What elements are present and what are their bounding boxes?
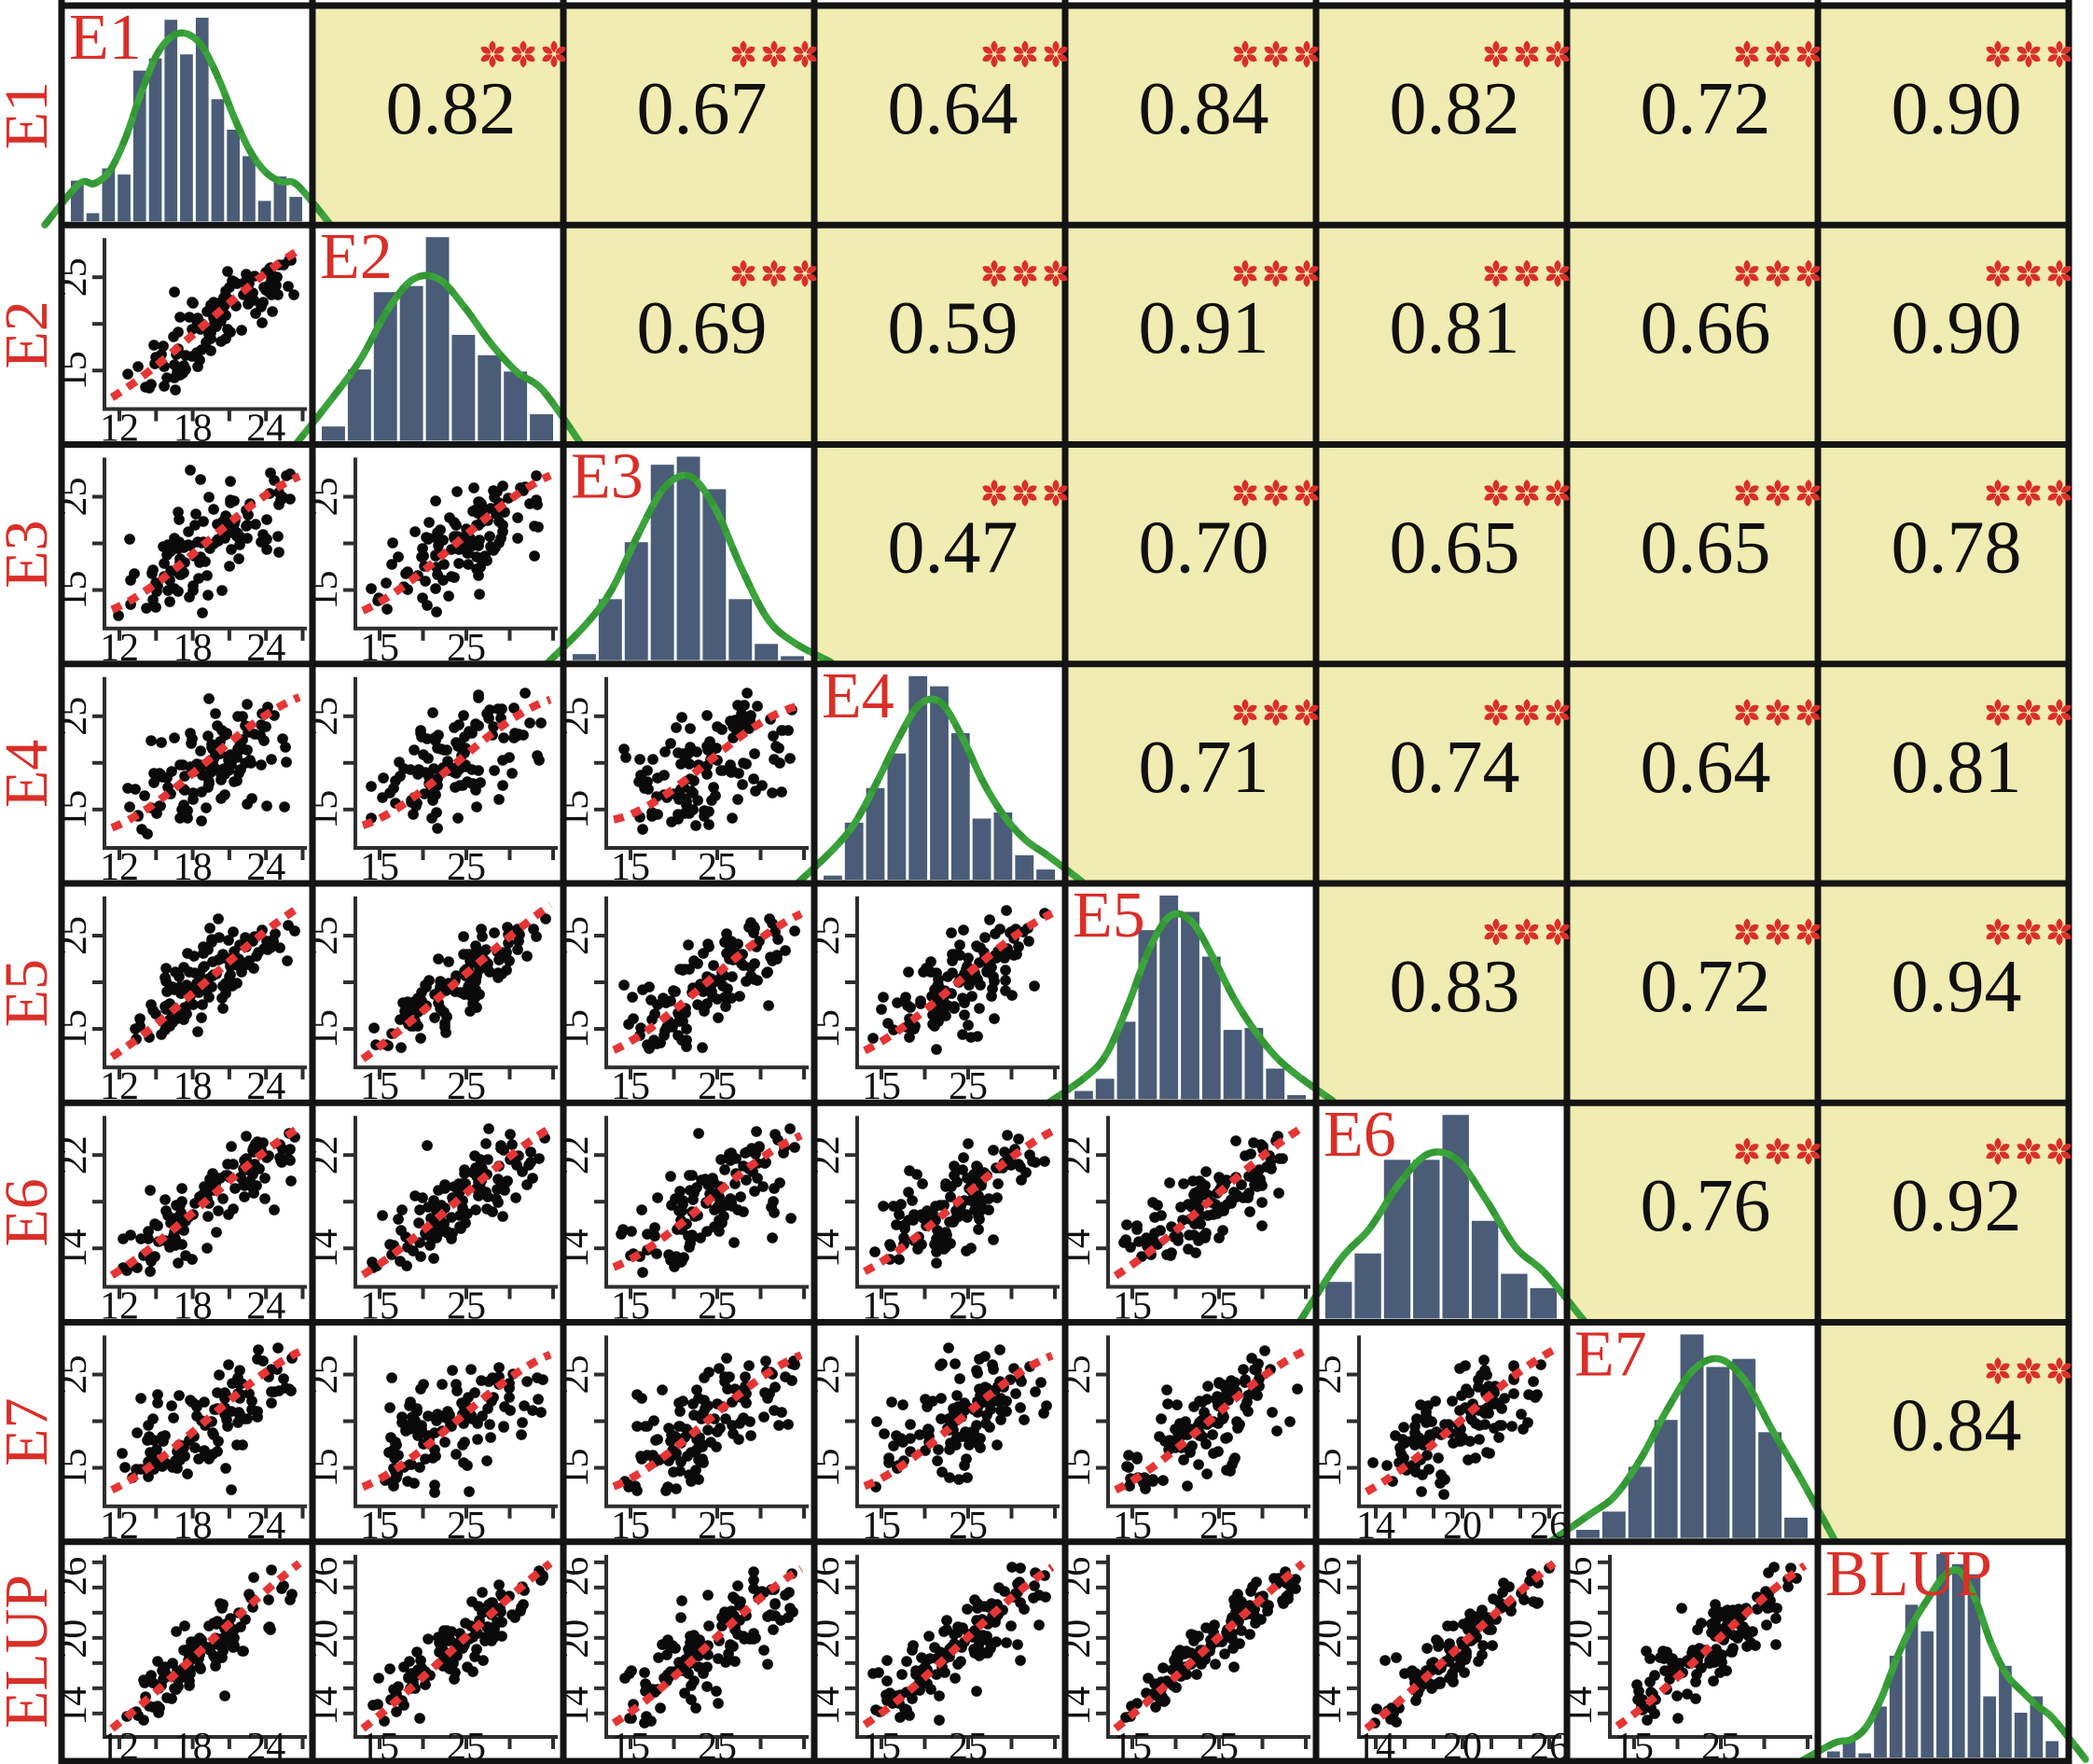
svg-text:25: 25 xyxy=(1701,1726,1740,1764)
svg-text:25: 25 xyxy=(1199,1726,1239,1764)
svg-text:E6: E6 xyxy=(1324,1099,1396,1171)
svg-text:25: 25 xyxy=(447,1726,486,1764)
svg-text:E1: E1 xyxy=(0,81,61,149)
svg-text:E5: E5 xyxy=(0,959,61,1027)
svg-text:0.81: 0.81 xyxy=(1892,727,2022,809)
svg-text:15: 15 xyxy=(360,1726,399,1764)
svg-text:ELUP: ELUP xyxy=(0,1575,61,1729)
svg-text:0.65: 0.65 xyxy=(1641,507,1771,590)
svg-text:0.67: 0.67 xyxy=(637,68,768,150)
svg-text:14: 14 xyxy=(1356,1726,1395,1764)
svg-text:0.82: 0.82 xyxy=(1390,68,1520,150)
svg-text:E4: E4 xyxy=(0,740,61,808)
svg-text:0.70: 0.70 xyxy=(1139,507,1269,590)
svg-text:0.90: 0.90 xyxy=(1892,287,2022,369)
svg-text:0.69: 0.69 xyxy=(637,287,768,369)
svg-text:E6: E6 xyxy=(0,1178,61,1246)
svg-text:E3: E3 xyxy=(0,520,61,588)
svg-text:15: 15 xyxy=(862,1726,901,1764)
svg-text:0.92: 0.92 xyxy=(1892,1165,2022,1247)
svg-text:0.74: 0.74 xyxy=(1390,727,1520,809)
svg-text:E2: E2 xyxy=(320,221,393,293)
svg-text:25: 25 xyxy=(698,1726,737,1764)
svg-text:0.76: 0.76 xyxy=(1641,1165,1771,1247)
svg-text:0.65: 0.65 xyxy=(1390,507,1520,590)
svg-text:E7: E7 xyxy=(1574,1319,1647,1391)
svg-text:20: 20 xyxy=(1443,1726,1482,1764)
svg-text:18: 18 xyxy=(173,1726,213,1764)
svg-text:0.72: 0.72 xyxy=(1641,946,1771,1028)
svg-text:E4: E4 xyxy=(822,660,894,732)
svg-text:0.59: 0.59 xyxy=(888,287,1019,369)
svg-text:0.78: 0.78 xyxy=(1892,507,2022,590)
svg-text:15: 15 xyxy=(1615,1726,1654,1764)
svg-text:15: 15 xyxy=(1113,1726,1152,1764)
svg-text:BLUP: BLUP xyxy=(1825,1538,1992,1610)
svg-text:0.90: 0.90 xyxy=(1892,68,2022,150)
svg-text:0.66: 0.66 xyxy=(1641,287,1771,369)
svg-text:0.81: 0.81 xyxy=(1390,287,1520,369)
svg-text:0.47: 0.47 xyxy=(888,507,1019,590)
svg-text:E5: E5 xyxy=(1073,880,1145,951)
svg-text:E3: E3 xyxy=(571,441,644,513)
svg-text:24: 24 xyxy=(246,1726,285,1764)
svg-text:0.94: 0.94 xyxy=(1892,946,2022,1028)
svg-text:0.82: 0.82 xyxy=(386,68,517,150)
svg-text:0.91: 0.91 xyxy=(1139,287,1269,369)
svg-text:E1: E1 xyxy=(69,2,142,74)
svg-text:0.64: 0.64 xyxy=(888,68,1019,150)
svg-text:0.83: 0.83 xyxy=(1390,946,1520,1028)
svg-text:25: 25 xyxy=(949,1726,988,1764)
svg-text:0.64: 0.64 xyxy=(1641,727,1771,809)
svg-text:0.72: 0.72 xyxy=(1641,68,1771,150)
svg-text:0.84: 0.84 xyxy=(1139,68,1269,150)
svg-text:E7: E7 xyxy=(0,1397,61,1465)
svg-text:E2: E2 xyxy=(0,300,61,368)
svg-text:0.84: 0.84 xyxy=(1892,1385,2022,1467)
svg-text:26: 26 xyxy=(1530,1726,1569,1764)
svg-text:15: 15 xyxy=(611,1726,650,1764)
svg-text:0.71: 0.71 xyxy=(1139,727,1269,809)
svg-text:12: 12 xyxy=(100,1726,139,1764)
